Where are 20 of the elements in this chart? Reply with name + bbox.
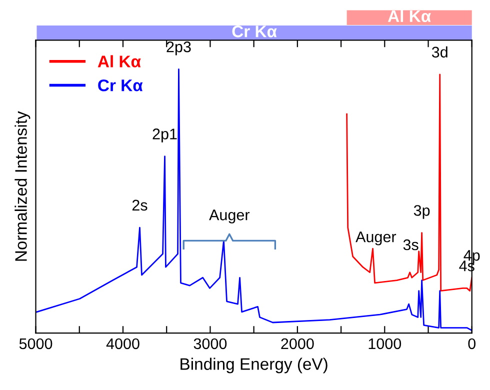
x-tick-label: 2000 [281, 338, 314, 350]
x-tick-label: 0 [468, 338, 476, 350]
x-tick-label: 1000 [368, 338, 402, 350]
y-axis-title: Normalized Intensity [14, 111, 30, 261]
text: Cr Kα [232, 26, 277, 38]
annotation: 2p1 [152, 128, 177, 142]
annotation: Auger [209, 210, 250, 224]
annotation: 3s [403, 239, 418, 250]
x-tick-label: 3000 [194, 338, 227, 350]
x-axis-title: Binding Energy (eV) [180, 358, 328, 374]
text: Al Kα [388, 10, 431, 22]
annotation: 2s [132, 200, 148, 211]
x-tick-label: 5000 [19, 338, 52, 350]
x-tick-label: 4000 [106, 338, 140, 350]
annotation: 3p [414, 205, 430, 219]
legend-label: Al Kα [98, 55, 141, 68]
legend-label: Cr Kα [98, 79, 143, 92]
annotation: 3d [432, 46, 448, 58]
annotation: 2p3 [166, 41, 191, 56]
annotation: Auger [356, 232, 396, 246]
